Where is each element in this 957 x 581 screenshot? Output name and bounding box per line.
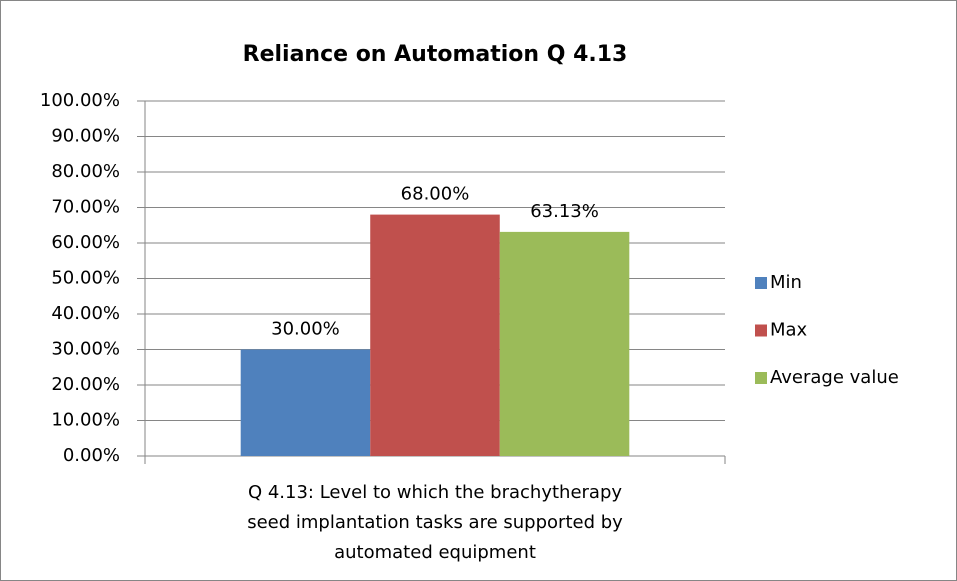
y-tick-label: 70.00% bbox=[51, 197, 120, 218]
y-tick-label: 100.00% bbox=[40, 90, 120, 111]
y-tick-label: 90.00% bbox=[51, 126, 120, 147]
y-tick-label: 20.00% bbox=[51, 374, 120, 395]
legend-label: Min bbox=[770, 272, 802, 293]
y-tick-label: 10.00% bbox=[51, 410, 120, 431]
y-tick-label: 50.00% bbox=[51, 268, 120, 289]
y-tick-label: 0.00% bbox=[63, 445, 120, 466]
legend-swatch bbox=[755, 277, 767, 289]
x-tick-label: Q 4.13: Level to which the brachytherapy… bbox=[247, 482, 623, 563]
bar bbox=[240, 349, 371, 456]
bar bbox=[499, 231, 630, 456]
data-label: 68.00% bbox=[401, 184, 470, 205]
y-tick-label: 40.00% bbox=[51, 303, 120, 324]
bar bbox=[370, 214, 500, 456]
legend-label: Average value bbox=[770, 367, 899, 388]
y-tick-label: 60.00% bbox=[51, 232, 120, 253]
y-tick-label: 30.00% bbox=[51, 339, 120, 360]
y-tick-label: 80.00% bbox=[51, 161, 120, 182]
data-label: 63.13% bbox=[530, 201, 599, 222]
legend-label: Max bbox=[770, 320, 808, 341]
chart-title: Reliance on Automation Q 4.13 bbox=[243, 42, 628, 67]
legend-swatch bbox=[755, 324, 767, 337]
data-label: 30.00% bbox=[271, 319, 340, 340]
legend-swatch bbox=[755, 372, 767, 384]
